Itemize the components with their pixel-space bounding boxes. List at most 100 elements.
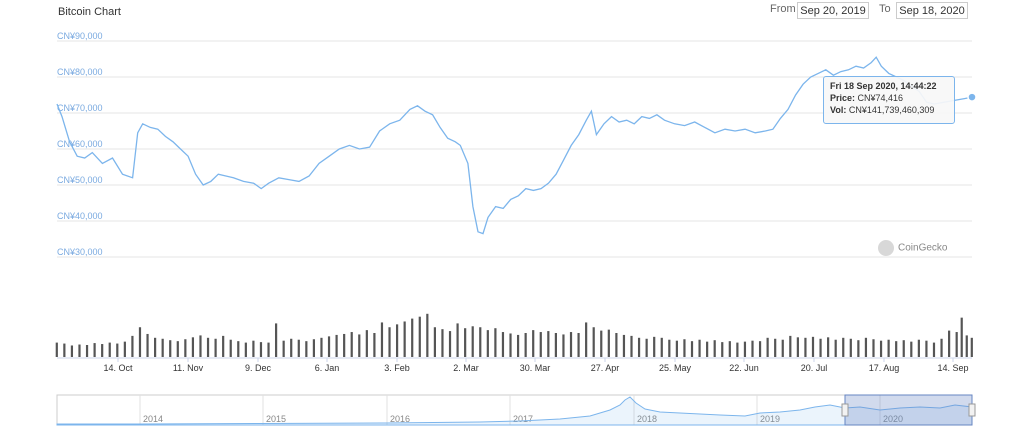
volume-bar (751, 340, 754, 357)
volume-bar (965, 335, 968, 357)
volume-bar (948, 330, 951, 357)
volume-bar (138, 327, 142, 357)
x-tick-label: 2. Mar (453, 363, 479, 373)
date-axis-ticks: 14. Oct 11. Nov 9. Dec 6. Jan 3. Feb 2. Mar 30… (103, 358, 969, 373)
volume-bar (955, 332, 958, 357)
price-axis-ticks: CN¥90,000 CN¥80,000 CN¥70,000 CN¥60,000 CN¥5… (57, 31, 103, 257)
volume-bar (479, 327, 482, 357)
price-gridlines (57, 40, 972, 258)
volume-bar (653, 336, 656, 357)
volume-bar (849, 338, 852, 357)
volume-bar (585, 322, 588, 357)
volume-bar (516, 334, 520, 357)
volume-bar (789, 335, 792, 357)
volume-bar (55, 342, 58, 357)
to-date-input[interactable]: Sep 18, 2020 (896, 2, 968, 19)
volume-bar (569, 332, 573, 357)
volume-bar (335, 334, 338, 357)
volume-bar (834, 339, 837, 357)
volume-bar (607, 329, 610, 357)
volume-bar (509, 333, 512, 357)
volume-bar (320, 337, 323, 357)
tooltip-vol-label: Vol: (830, 105, 847, 115)
volume-bar (78, 344, 81, 357)
volume-bar (418, 316, 421, 357)
volume-bar (887, 339, 890, 357)
x-tick-label: 11. Nov (173, 363, 204, 373)
navigator-year-ticks: 2014 2015 2016 2017 2018 2019 2020 (139, 395, 903, 425)
y-tick-label: CN¥50,000 (57, 175, 103, 185)
volume-bar (864, 337, 868, 357)
volume-bar (857, 340, 860, 357)
volume-bar (123, 341, 126, 357)
volume-bar (403, 321, 406, 357)
volume-bar (214, 338, 217, 357)
from-date-input[interactable]: Sep 20, 2019 (797, 2, 869, 19)
volume-bar (199, 335, 202, 357)
volume-bar (819, 338, 822, 357)
volume-bar (388, 327, 391, 357)
volume-bar (426, 313, 429, 357)
volume-bar (630, 335, 633, 357)
volume-bar (532, 330, 535, 357)
volume-bar (222, 335, 225, 357)
volume-bar (229, 339, 232, 357)
volume-bar (373, 333, 376, 357)
navigator-right-handle[interactable] (968, 403, 976, 417)
volume-bar (395, 324, 399, 357)
volume-bar (169, 340, 172, 357)
x-tick-label: 14. Oct (103, 363, 133, 373)
volume-bar (471, 326, 474, 357)
volume-bar (668, 339, 671, 357)
volume-bar (713, 340, 716, 357)
navigator-selection[interactable] (844, 394, 973, 426)
volume-bar (191, 337, 195, 357)
volume-bar (433, 327, 436, 357)
x-tick-label: 9. Dec (245, 363, 272, 373)
volume-bar (728, 341, 731, 357)
volume-bar (524, 333, 527, 357)
x-tick-label: 27. Apr (591, 363, 620, 373)
volume-bar (184, 339, 187, 357)
volume-bar (70, 345, 74, 357)
volume-bar (766, 337, 769, 357)
volume-bar (297, 339, 300, 357)
chart-title: Bitcoin Chart (58, 6, 121, 18)
hover-point-marker (967, 92, 977, 102)
x-tick-label: 30. Mar (520, 363, 551, 373)
volume-bar (736, 342, 739, 357)
volume-bar (539, 332, 542, 357)
volume-bar (131, 335, 134, 357)
volume-bar (282, 340, 285, 357)
price-line[interactable] (56, 56, 973, 235)
volume-bar (547, 331, 550, 357)
volume-bar (101, 344, 104, 357)
volume-bar (781, 339, 784, 357)
volume-bar (343, 333, 346, 357)
volume-bar (206, 337, 210, 357)
volume-bar (441, 329, 444, 357)
y-tick-label: CN¥60,000 (57, 139, 103, 149)
volume-bar (910, 341, 913, 357)
coingecko-logo-icon (878, 240, 894, 256)
navigator-year-label: 2015 (266, 414, 286, 424)
volume-bar (811, 336, 815, 357)
volume-bar (350, 332, 353, 357)
volume-bar (872, 339, 875, 357)
y-tick-label: CN¥30,000 (57, 247, 103, 257)
coingecko-credit[interactable]: CoinGecko (878, 240, 947, 256)
x-tick-label: 14. Sep (937, 363, 968, 373)
volume-bar (683, 339, 686, 357)
volume-bar (365, 330, 368, 357)
volume-bar (879, 340, 883, 357)
tooltip-price-value: CN¥74,416 (857, 93, 904, 103)
volume-bar (743, 341, 747, 357)
volume-bar (804, 337, 807, 357)
volume-bar (154, 337, 157, 357)
navigator-year-label: 2016 (390, 414, 410, 424)
volume-bar (940, 338, 943, 357)
volume-bar (902, 340, 905, 357)
navigator-left-handle[interactable] (841, 403, 849, 417)
